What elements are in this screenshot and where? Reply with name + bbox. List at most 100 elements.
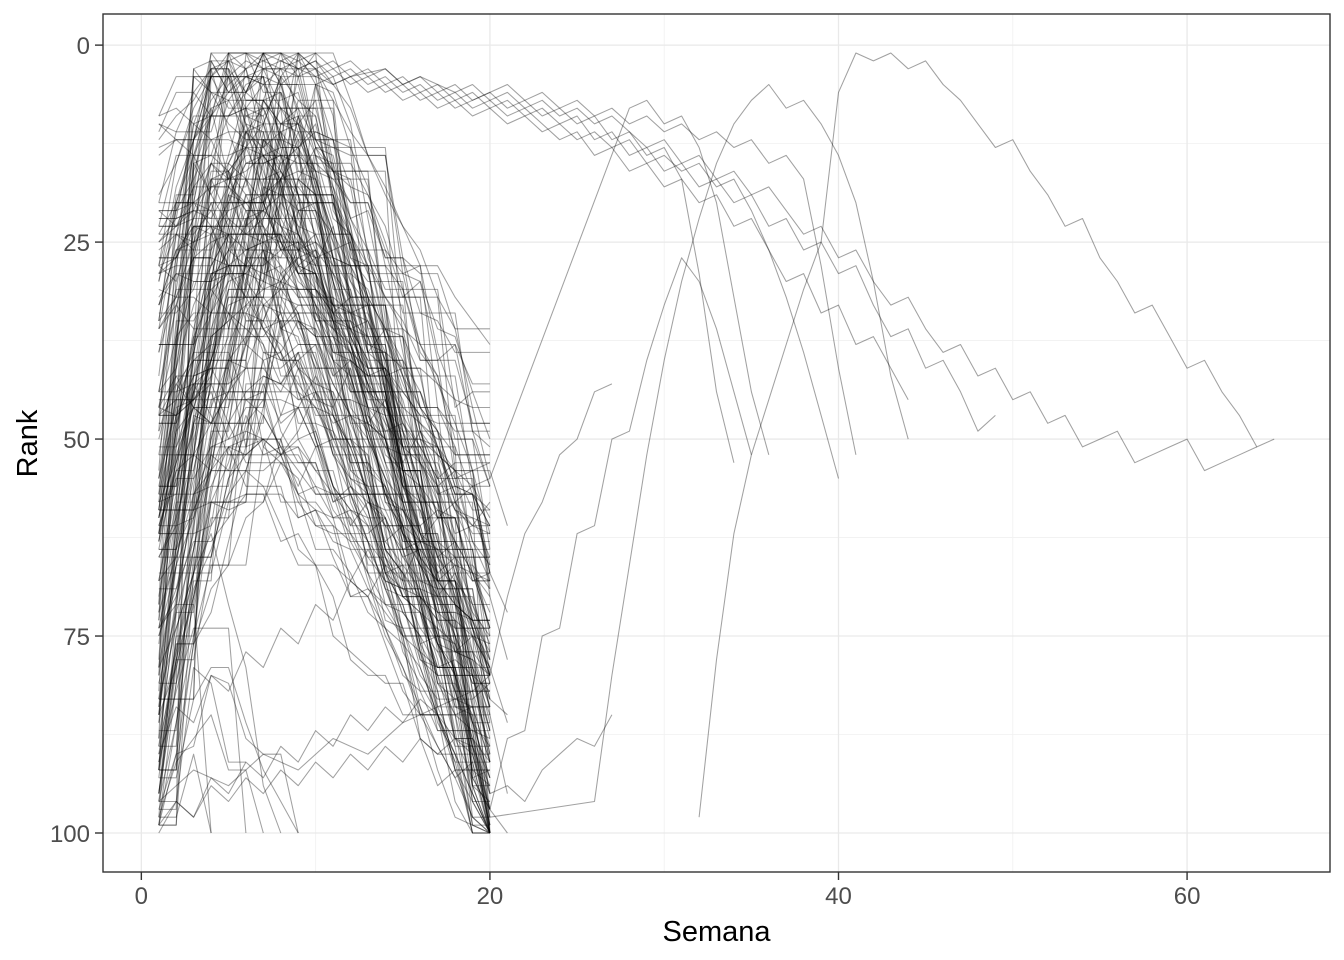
trajectory-line — [158, 139, 490, 700]
trajectory-line — [158, 115, 491, 589]
trajectory-line — [158, 139, 491, 637]
trajectory-line — [158, 154, 490, 771]
trajectory-line — [158, 288, 491, 834]
trajectory-line — [158, 83, 491, 629]
trajectory-line — [158, 52, 491, 676]
trajectory-line — [158, 666, 299, 834]
trajectory-line — [158, 391, 491, 771]
trajectory-line — [158, 233, 491, 834]
trajectory-line — [158, 99, 491, 763]
trajectory-line — [158, 107, 491, 818]
trajectory-line — [158, 383, 491, 715]
trajectory-line — [158, 52, 491, 763]
x-tick-label: 20 — [477, 883, 504, 910]
trajectory-lines — [158, 52, 1275, 834]
major-gridlines — [103, 14, 1330, 872]
trajectory-line — [158, 131, 491, 755]
trajectory-line — [158, 383, 491, 810]
trajectory-line-top-hit-fade-week-49 — [158, 52, 996, 432]
trajectory-line — [158, 304, 491, 613]
trajectory-line — [158, 714, 264, 834]
trajectory-line — [158, 76, 490, 755]
trajectory-line-marathon-runner-to-week-64 — [158, 68, 1258, 472]
trajectory-line — [158, 99, 491, 834]
y-tick-label: 50 — [63, 427, 90, 454]
trajectory-line — [158, 257, 491, 700]
trajectory-line — [158, 233, 491, 826]
trajectory-line — [158, 52, 491, 818]
trajectory-line — [158, 76, 491, 763]
trajectory-line — [158, 178, 491, 653]
trajectory-line — [158, 249, 491, 542]
trajectory-line — [158, 367, 491, 834]
trajectory-line-top-hit-fade-week-40 — [158, 68, 840, 534]
minor-gridlines — [103, 14, 1330, 872]
trajectory-line — [158, 202, 491, 684]
trajectory-line — [158, 320, 491, 826]
trajectory-line — [158, 233, 491, 826]
trajectory-line — [158, 273, 490, 708]
trajectory-line — [158, 52, 490, 550]
trajectory-line — [158, 139, 491, 732]
trajectory-line — [158, 76, 491, 834]
trajectory-line — [158, 225, 490, 787]
trajectory-line — [158, 194, 490, 629]
trajectory-line — [158, 123, 508, 755]
trajectory-line-top-hit-drop-week-32 — [158, 60, 735, 463]
panel-border-rect — [102, 13, 1331, 873]
y-tick-label: 75 — [63, 624, 90, 651]
trajectory-line — [158, 68, 508, 771]
trajectory-line — [158, 154, 490, 660]
y-tick-label: 0 — [77, 33, 90, 60]
trajectory-line — [158, 351, 491, 747]
trajectory-line — [158, 123, 490, 794]
trajectory-line — [158, 123, 491, 684]
trajectory-line — [158, 391, 490, 621]
trajectory-line — [158, 76, 508, 834]
trajectory-line — [158, 257, 491, 834]
trajectory-line — [158, 123, 491, 448]
y-axis-title: Rank — [12, 409, 44, 477]
trajectory-line — [158, 304, 491, 676]
panel-background — [103, 14, 1330, 872]
trajectory-line — [158, 296, 491, 802]
y-tick-label: 25 — [63, 230, 90, 257]
trajectory-line — [158, 76, 491, 605]
trajectory-line-number-one-long-drop-week-39 — [158, 52, 857, 455]
trajectory-line — [158, 60, 491, 542]
trajectory-line — [158, 383, 491, 802]
trajectory-line — [158, 60, 491, 739]
trajectory-line — [158, 202, 490, 480]
trajectory-line — [158, 186, 491, 794]
trajectory-line — [158, 454, 490, 834]
trajectory-line — [158, 296, 491, 834]
trajectory-line — [158, 52, 491, 479]
trajectory-line — [158, 139, 490, 456]
trajectory-line — [158, 68, 491, 826]
trajectory-line — [158, 139, 491, 834]
trajectory-line — [158, 76, 491, 834]
trajectory-line-top-hit-fade-week-44 — [158, 60, 909, 400]
trajectory-line — [158, 288, 491, 794]
trajectory-line — [158, 375, 491, 834]
trajectory-line — [158, 233, 491, 747]
trajectory-line — [158, 438, 490, 779]
trajectory-line — [158, 296, 491, 779]
trajectory-line — [158, 414, 490, 558]
trajectory-line — [158, 202, 490, 581]
trajectory-line — [158, 76, 491, 834]
trajectory-line — [158, 217, 491, 527]
trajectory-line — [158, 210, 490, 621]
trajectory-line — [158, 107, 491, 747]
trajectory-line — [158, 162, 491, 834]
trajectory-line — [158, 131, 490, 582]
trajectory-line — [158, 666, 246, 803]
x-tick-label: 40 — [825, 883, 852, 910]
trajectory-line — [158, 533, 282, 834]
trajectory-line — [158, 146, 491, 763]
trajectory-line — [158, 304, 490, 700]
trajectory-line — [158, 83, 491, 479]
trajectory-line — [158, 186, 490, 692]
trajectory-line — [158, 52, 491, 834]
